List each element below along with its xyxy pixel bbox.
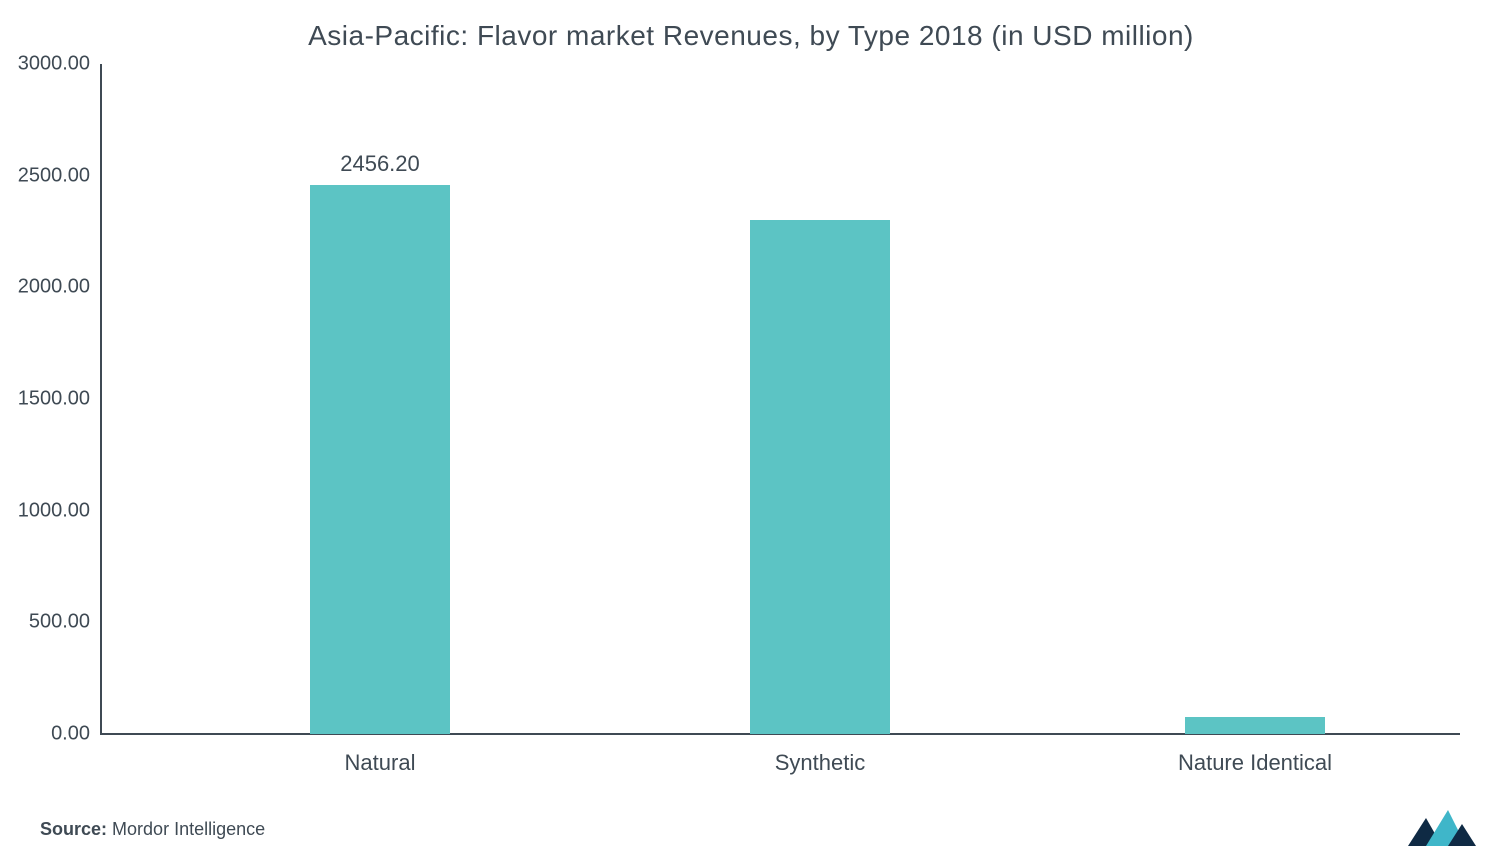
mordor-logo-icon (1408, 806, 1476, 846)
category-label: Synthetic (690, 750, 950, 776)
plot-area: 0.00500.001000.001500.002000.002500.0030… (100, 64, 1460, 734)
y-axis (100, 64, 102, 734)
bar (750, 220, 890, 734)
chart-title: Asia-Pacific: Flavor market Revenues, by… (40, 20, 1462, 52)
bar-value-label: 2456.20 (280, 151, 480, 177)
chart-container: Asia-Pacific: Flavor market Revenues, by… (0, 0, 1502, 868)
y-tick-label: 2500.00 (10, 164, 90, 187)
source-attribution: Source: Mordor Intelligence (40, 819, 265, 840)
y-tick-label: 500.00 (10, 611, 90, 634)
y-tick-label: 1500.00 (10, 388, 90, 411)
y-tick-label: 1000.00 (10, 499, 90, 522)
category-label: Natural (250, 750, 510, 776)
y-tick-label: 3000.00 (10, 53, 90, 76)
y-tick-label: 0.00 (10, 723, 90, 746)
source-value: Mordor Intelligence (112, 819, 265, 839)
y-tick-label: 2000.00 (10, 276, 90, 299)
bar (310, 185, 450, 734)
brand-logo (1408, 806, 1476, 846)
category-label: Nature Identical (1125, 750, 1385, 776)
bar (1185, 717, 1325, 734)
source-label: Source: (40, 819, 107, 839)
